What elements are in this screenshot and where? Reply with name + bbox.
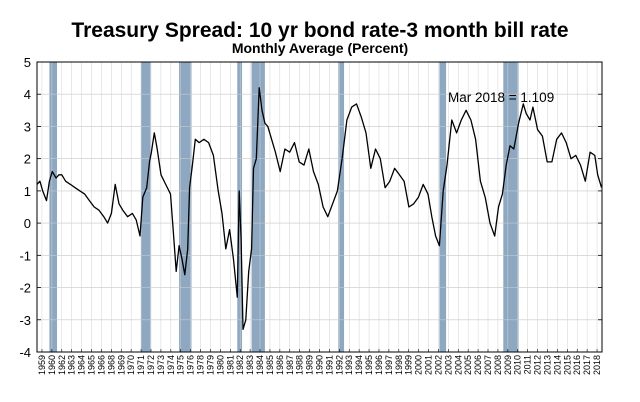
x-tick-labels: 1959 1960 1962 1963 1964 1965 1966 1968 1969 1970…	[37, 355, 602, 375]
chart-title: Treasury Spread: 10 yr bond rate-3 month…	[71, 19, 569, 42]
x-tick-label-28: 1990	[315, 355, 325, 375]
x-tick-label-30: 1992	[334, 355, 344, 375]
x-tick-label-3: 1963	[67, 355, 77, 375]
x-tick-label-11: 1972	[146, 355, 156, 375]
y-tick-label-2: -2	[19, 281, 31, 296]
y-tick-label-9: 5	[24, 55, 31, 70]
x-tick-label-25: 1987	[285, 355, 295, 375]
x-tick-label-27: 1989	[305, 355, 315, 375]
x-tick-label-5: 1965	[87, 355, 97, 375]
x-tick-label-10: 1971	[136, 355, 146, 375]
x-tick-label-48: 2010	[513, 355, 523, 375]
x-tick-label-56: 2018	[592, 355, 602, 375]
chart-subtitle: Monthly Average (Percent)	[231, 40, 409, 56]
x-tick-label-52: 2014	[552, 355, 562, 375]
x-tick-label-21: 1983	[245, 355, 255, 375]
x-tick-label-4: 1964	[77, 355, 87, 375]
latest-value-annotation: Mar 2018 = 1.109	[448, 90, 554, 105]
x-tick-label-49: 2011	[523, 355, 533, 374]
y-tick-label-1: -3	[19, 313, 31, 328]
series-layer	[36, 87, 603, 331]
y-tick-label-5: 1	[24, 184, 31, 199]
x-tick-label-39: 2001	[424, 355, 434, 375]
x-tick-label-12: 1973	[156, 355, 166, 375]
x-tick-label-26: 1988	[295, 355, 305, 375]
x-tick-label-33: 1995	[364, 355, 374, 375]
y-tick-label-3: -1	[19, 248, 31, 263]
x-tick-label-36: 1998	[394, 355, 404, 375]
grid-lines	[37, 61, 602, 353]
x-tick-label-51: 2013	[542, 355, 552, 375]
recession-band-6	[439, 62, 447, 352]
x-tick-label-42: 2004	[453, 355, 463, 375]
x-tick-label-40: 2002	[433, 355, 443, 375]
x-tick-label-15: 1976	[186, 355, 196, 375]
x-tick-label-22: 1984	[255, 355, 265, 375]
x-tick-label-18: 1980	[215, 355, 225, 375]
y-tick-label-4: 0	[24, 216, 31, 231]
recession-band-5	[338, 62, 345, 352]
recession-band-7	[503, 62, 519, 352]
x-tick-label-2: 1962	[57, 355, 67, 375]
x-tick-label-38: 2000	[414, 355, 424, 375]
x-tick-label-14: 1975	[176, 355, 186, 375]
x-tick-label-47: 2009	[503, 355, 513, 375]
x-tick-label-13: 1974	[166, 355, 176, 375]
recession-band-0	[49, 62, 58, 352]
x-tick-label-35: 1997	[384, 355, 394, 375]
x-tick-label-41: 2003	[443, 355, 453, 375]
x-tick-label-53: 2015	[562, 355, 572, 375]
recession-band-1	[140, 62, 151, 352]
x-tick-label-43: 2005	[463, 355, 473, 375]
plot-frame	[36, 61, 603, 353]
x-tick-label-46: 2008	[493, 355, 503, 375]
x-tick-label-0: 1959	[37, 355, 47, 375]
x-tick-label-8: 1969	[116, 355, 126, 375]
y-tick-labels: -4 -3 -2 -1 0 1 2 3 4 5	[19, 55, 31, 360]
x-tick-label-16: 1978	[196, 355, 206, 375]
x-tick-label-37: 1999	[404, 355, 414, 375]
x-tick-label-19: 1981	[225, 355, 235, 375]
x-tick-label-6: 1966	[96, 355, 106, 375]
x-tick-label-9: 1970	[126, 355, 136, 375]
recession-bands	[49, 62, 519, 352]
x-tick-label-7: 1968	[106, 355, 116, 375]
x-tick-label-31: 1993	[344, 355, 354, 375]
y-tick-label-7: 3	[24, 119, 31, 134]
x-tick-label-17: 1979	[205, 355, 215, 375]
x-tick-label-50: 2012	[533, 355, 543, 375]
x-tick-label-20: 1982	[235, 355, 245, 375]
x-tick-label-44: 2006	[473, 355, 483, 375]
x-tick-label-29: 1991	[324, 355, 334, 375]
x-tick-label-54: 2016	[572, 355, 582, 375]
x-tick-label-32: 1994	[354, 355, 364, 375]
recession-band-4	[251, 62, 265, 352]
x-tick-label-1: 1960	[47, 355, 57, 375]
x-tick-label-34: 1996	[374, 355, 384, 375]
recession-band-2	[179, 62, 192, 352]
x-tick-label-24: 1986	[275, 355, 285, 375]
x-tick-label-45: 2007	[483, 355, 493, 375]
x-tick-label-23: 1985	[265, 355, 275, 375]
y-tick-label-6: 2	[24, 152, 31, 167]
spread-series-line	[36, 87, 603, 331]
y-tick-label-0: -4	[19, 345, 31, 360]
y-tick-label-8: 4	[24, 87, 31, 102]
x-tick-label-55: 2017	[582, 355, 592, 375]
